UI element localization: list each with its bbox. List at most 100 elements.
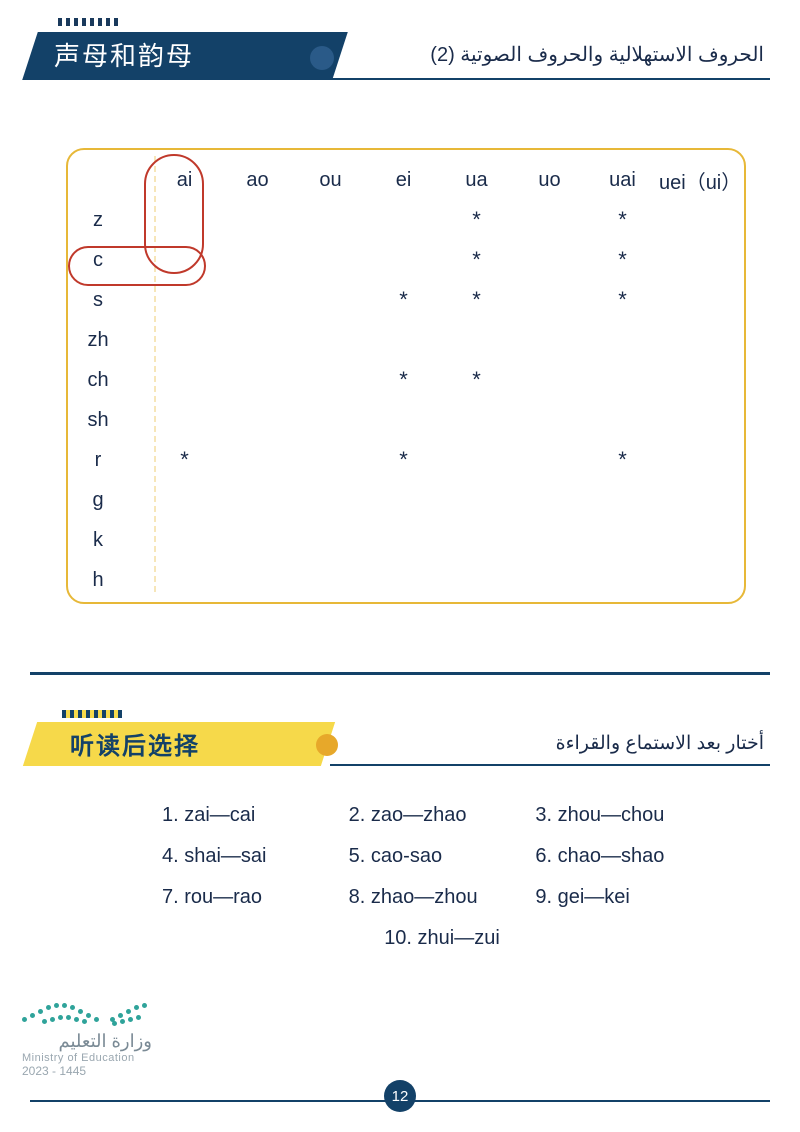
table-cell [294, 280, 367, 320]
row-header: g [74, 480, 148, 520]
ministry-years: 2023 - 1445 [22, 1064, 152, 1078]
table-cell [659, 560, 732, 600]
table-cell [148, 560, 221, 600]
exercise-item: 10. zhui—zui [384, 927, 500, 950]
exercise-item: 8. zhao—zhou [349, 886, 536, 909]
page-number: 12 [384, 1080, 416, 1112]
table-cell [659, 440, 732, 480]
table-cell [294, 240, 367, 280]
table-cell [513, 240, 586, 280]
table-cell [513, 360, 586, 400]
table-cell [294, 440, 367, 480]
ministry-arabic: وزارة التعليم [22, 1031, 152, 1052]
table-cell [440, 520, 513, 560]
table-cell [586, 400, 659, 440]
row-header: ch [74, 360, 148, 400]
table-cell [586, 560, 659, 600]
table-cell [148, 320, 221, 360]
exercise-item: 6. chao—shao [535, 845, 722, 868]
row-header: s [74, 280, 148, 320]
table-cell [148, 400, 221, 440]
table-cell [367, 320, 440, 360]
row-header: h [74, 560, 148, 600]
table-cell [440, 560, 513, 600]
table-cell [659, 360, 732, 400]
col-header: uai [586, 160, 659, 200]
table-cell: * [367, 440, 440, 480]
table-cell [294, 560, 367, 600]
table-cell [440, 480, 513, 520]
ministry-english: Ministry of Education [22, 1052, 152, 1064]
exercise-item: 5. cao-sao [349, 845, 536, 868]
table-cell [294, 360, 367, 400]
table-cell: * [367, 280, 440, 320]
table-cell [221, 360, 294, 400]
table-cell [513, 440, 586, 480]
table-cell [367, 560, 440, 600]
table-cell [148, 480, 221, 520]
table-cell [367, 480, 440, 520]
table-cell [586, 320, 659, 360]
table-cell [221, 200, 294, 240]
table-cell [221, 240, 294, 280]
row-header: k [74, 520, 148, 560]
col-header: uo [513, 160, 586, 200]
table-cell: * [586, 440, 659, 480]
table-cell [221, 480, 294, 520]
yellow-dot-icon [316, 734, 338, 756]
table-cell [513, 400, 586, 440]
row-header: sh [74, 400, 148, 440]
yellow-underline [330, 764, 770, 766]
table-cell [440, 320, 513, 360]
ministry-dots-icon [22, 997, 152, 1027]
table-cell: * [440, 360, 513, 400]
section2-arabic-title: أختار بعد الاستماع والقراءة [556, 732, 764, 755]
table-cell: * [440, 200, 513, 240]
table-cell [221, 400, 294, 440]
table-cell [513, 280, 586, 320]
table-cell [294, 200, 367, 240]
table-cell [294, 520, 367, 560]
exercise-item: 7. rou—rao [162, 886, 349, 909]
table-cell: * [586, 280, 659, 320]
col-header: ou [294, 160, 367, 200]
col-header: ua [440, 160, 513, 200]
exercise-item: 2. zao—zhao [349, 804, 536, 827]
table-cell [586, 480, 659, 520]
table-cell: * [586, 200, 659, 240]
table-cell [221, 520, 294, 560]
table-cell [294, 400, 367, 440]
table-cell [440, 440, 513, 480]
banner-dot-icon [310, 46, 334, 70]
table-cell: * [440, 280, 513, 320]
chinese-title: 声母和韵母 [54, 36, 194, 73]
exercise-list: 1. zai—cai2. zao—zhao3. zhou—chou 4. shai… [162, 804, 722, 968]
table-cell [586, 520, 659, 560]
table-cell [659, 520, 732, 560]
table-cell [221, 320, 294, 360]
table-cell [440, 400, 513, 440]
table-cell [659, 240, 732, 280]
annotation-oval-c [68, 246, 206, 286]
exercise-item: 3. zhou—chou [535, 804, 722, 827]
col-header: ao [221, 160, 294, 200]
table-cell [513, 520, 586, 560]
row-header: r [74, 440, 148, 480]
table-cell [513, 560, 586, 600]
table-cell [513, 480, 586, 520]
banner-underline [330, 78, 770, 80]
col-header: ei [367, 160, 440, 200]
row-header: zh [74, 320, 148, 360]
table-cell [221, 440, 294, 480]
table-cell [221, 560, 294, 600]
col-header: uei（ui） [659, 160, 732, 200]
table-cell [367, 400, 440, 440]
exercise-item: 1. zai—cai [162, 804, 349, 827]
section2-chinese-title: 听读后选择 [70, 726, 200, 761]
table-cell [221, 280, 294, 320]
row-header: z [74, 200, 148, 240]
exercise-item: 4. shai—sai [162, 845, 349, 868]
table-cell [294, 320, 367, 360]
table-cell [659, 200, 732, 240]
table-cell [148, 280, 221, 320]
